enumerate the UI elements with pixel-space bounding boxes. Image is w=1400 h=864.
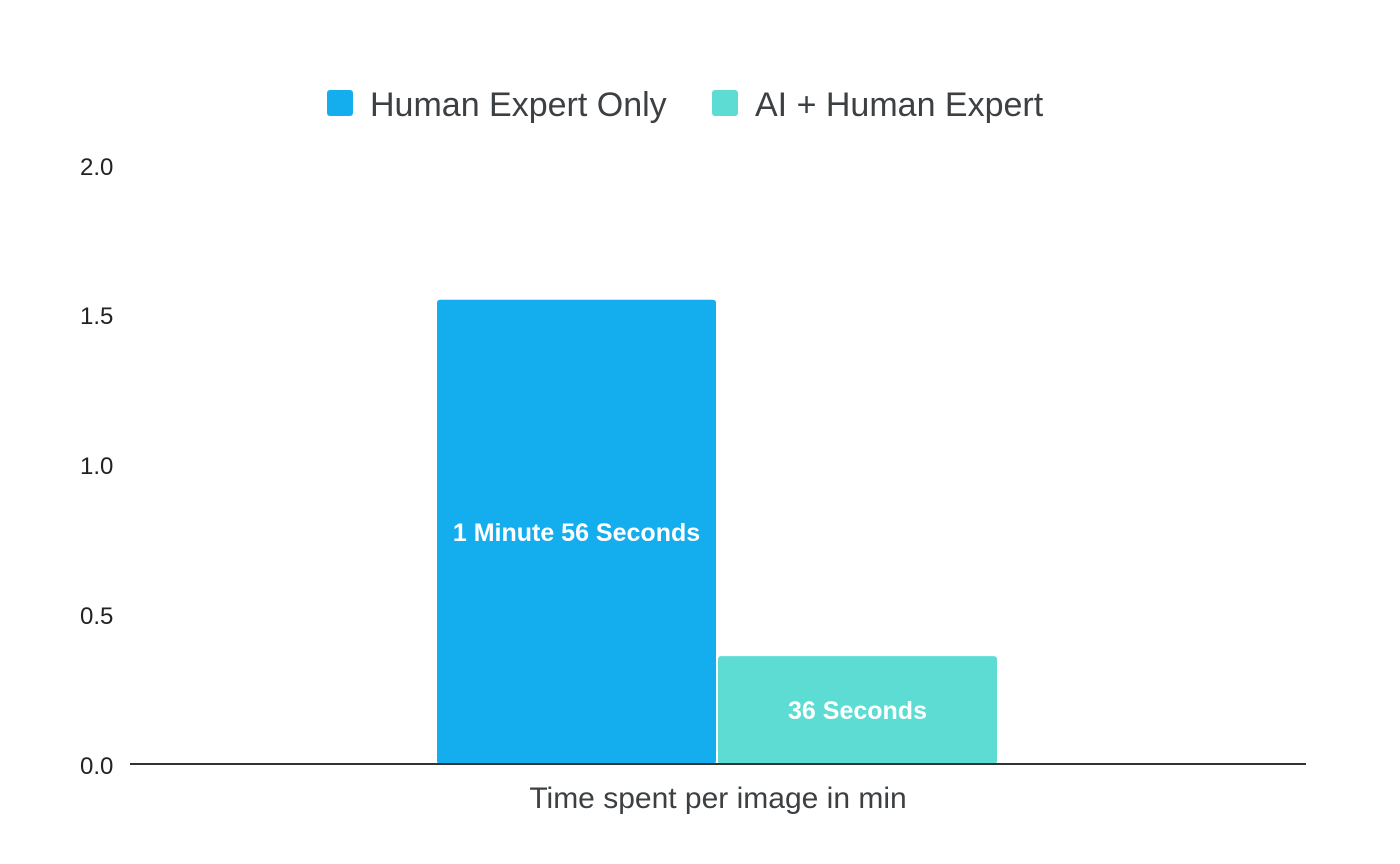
y-tick-label: 1.0: [80, 453, 113, 480]
y-tick-label: 1.5: [80, 303, 113, 330]
y-axis: 0.0 0.5 1.0 1.5 2.0: [80, 154, 113, 780]
y-tick-label: 0.5: [80, 603, 113, 630]
legend-swatch-human-expert-only: [327, 90, 353, 116]
bar-ai-human-expert: [718, 656, 997, 764]
legend-label-ai-human-expert: AI + Human Expert: [755, 86, 1044, 124]
legend-label-human-expert-only: Human Expert Only: [370, 86, 667, 124]
bar-data-label-ai-human-expert: 36 Seconds: [788, 697, 927, 725]
y-tick-label: 0.0: [80, 753, 113, 780]
legend-swatch-ai-human-expert: [712, 90, 738, 116]
y-tick-label: 2.0: [80, 154, 113, 181]
bar-data-label-human-expert-only: 1 Minute 56 Seconds: [453, 519, 700, 547]
bar-human-expert-only: [437, 299, 716, 764]
bars: 1 Minute 56 Seconds 36 Seconds: [437, 299, 997, 764]
x-axis-title: Time spent per image in min: [529, 782, 906, 815]
legend: Human Expert Only AI + Human Expert: [327, 86, 1044, 124]
